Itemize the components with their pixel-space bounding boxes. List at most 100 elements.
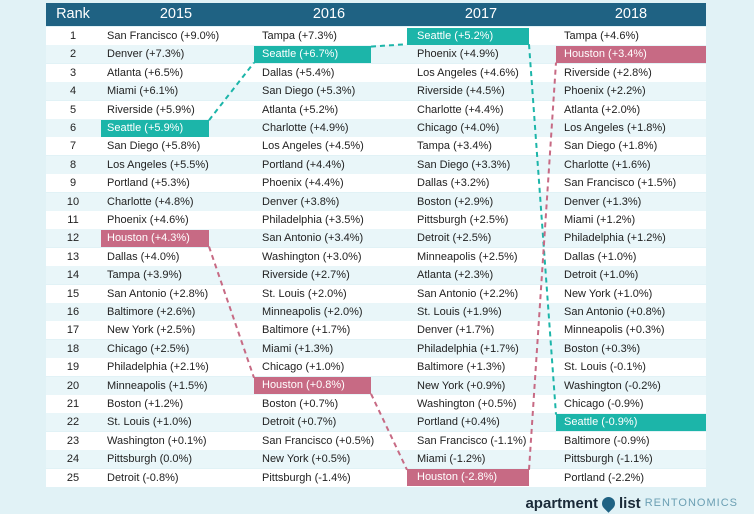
city-cell-2016: Portland (+4.4%): [262, 158, 345, 171]
city-cell-2016: Philadelphia (+3.5%): [262, 214, 364, 226]
rank-cell: 9: [69, 177, 77, 190]
city-cell-2016: San Antonio (+3.4%): [262, 232, 364, 245]
city-cell-2015: Phoenix (+4.6%): [107, 214, 189, 226]
connector-houston: [528, 62, 557, 470]
city-cell-2018: Los Angeles (+1.8%): [564, 122, 666, 134]
city-cell-2018: Riverside (+2.8%): [564, 66, 652, 79]
rank-cell: 24: [66, 453, 80, 466]
highlight-houston-2016: Houston (+0.8%): [254, 377, 371, 395]
city-cell-2017: Atlanta (+2.3%): [417, 269, 494, 282]
highlight-seattle-2016: Seattle (+6.7%): [254, 45, 371, 63]
map-pin-icon: [599, 493, 618, 513]
city-cell-2017: Portland (+0.4%): [417, 416, 500, 429]
city-cell-2018: Detroit (+1.0%): [564, 269, 639, 282]
city-cell-2015: Chicago (+2.5%): [107, 342, 190, 355]
city-cell-2018: San Francisco (+1.5%): [564, 177, 677, 190]
table-row: [46, 413, 706, 432]
city-cell-2015: Denver (+7.3%): [107, 48, 185, 61]
city-cell-2018: Boston (+0.3%): [564, 342, 641, 355]
city-cell-2016: New York (+0.5%): [262, 453, 351, 466]
rank-cell: 11: [67, 214, 79, 226]
city-cell-2015: Riverside (+5.9%): [107, 103, 195, 116]
city-cell-2018: Tampa (+4.6%): [564, 30, 639, 42]
rank-cell: 17: [66, 324, 80, 337]
city-cell-2017: San Diego (+3.3%): [417, 158, 511, 171]
table-row: [46, 358, 706, 377]
city-cell-2015: Baltimore (+2.6%): [107, 306, 196, 318]
city-cell-2018: Philadelphia (+1.2%): [564, 232, 666, 245]
city-cell-2018: Minneapolis (+0.3%): [564, 324, 665, 337]
connector-seattle: [208, 61, 255, 121]
city-cell-2017: San Antonio (+2.2%): [417, 287, 519, 300]
city-cell-2016: Phoenix (+4.4%): [262, 177, 344, 190]
city-cell-2016: Chicago (+1.0%): [262, 361, 345, 374]
city-cell-2015: Los Angeles (+5.5%): [107, 158, 209, 171]
city-cell-2017: Philadelphia (+1.7%): [417, 342, 519, 355]
city-cell-2015: Boston (+1.2%): [107, 398, 184, 410]
city-cell-2016: Tampa (+7.3%): [262, 30, 337, 42]
city-cell-2017: Los Angeles (+4.6%): [417, 66, 519, 79]
city-cell-2018: Charlotte (+1.6%): [564, 158, 651, 171]
city-cell-2018: New York (+1.0%): [564, 287, 653, 300]
city-cell-2018: Washington (-0.2%): [564, 379, 661, 392]
table-row: [46, 303, 706, 321]
city-cell-2016: Baltimore (+1.7%): [262, 324, 351, 337]
city-cell-2018: Dallas (+1.0%): [564, 250, 637, 263]
rank-cell: 21: [66, 398, 80, 410]
city-cell-2016: Charlotte (+4.9%): [262, 122, 349, 134]
year-2018-header: 2018: [614, 6, 648, 22]
table-row: [46, 82, 706, 101]
city-cell-2017: Washington (+0.5%): [417, 398, 517, 410]
city-cell-2017: Tampa (+3.4%): [417, 140, 492, 153]
table-row: [46, 174, 706, 193]
highlight-houston-2017: Houston (-2.8%): [407, 469, 529, 487]
year-2015-header: 2015: [159, 6, 193, 22]
city-cell-2018: San Diego (+1.8%): [564, 140, 658, 153]
connector-seattle: [528, 44, 557, 415]
rank-cell: 4: [69, 85, 77, 98]
city-cell-2016: Boston (+0.7%): [262, 398, 339, 410]
rank-cell: 10: [66, 195, 80, 208]
city-cell-2016: Los Angeles (+4.5%): [262, 140, 364, 153]
city-cell-2015: San Francisco (+9.0%): [107, 30, 220, 42]
table-row: [46, 27, 706, 45]
city-cell-2017: Phoenix (+4.9%): [417, 48, 499, 61]
table-row: [46, 63, 706, 82]
connector-houston: [208, 246, 255, 379]
brand-logo: apartment list RENTONOMICS: [525, 493, 738, 513]
table-row: [46, 155, 706, 174]
rank-cell: 23: [66, 434, 80, 447]
table-row: [46, 339, 706, 358]
city-cell-2016: Detroit (+0.7%): [262, 416, 337, 429]
connector-houston: [370, 393, 408, 471]
table-row: [46, 247, 706, 266]
table-row: [46, 468, 706, 487]
table-row: [46, 45, 706, 64]
table-row: [46, 119, 706, 137]
city-cell-2018: San Antonio (+0.8%): [564, 306, 666, 318]
city-cell-2016: St. Louis (+2.0%): [262, 287, 347, 300]
city-cell-2015: Washington (+0.1%): [107, 434, 207, 447]
city-cell-2015: St. Louis (+1.0%): [107, 416, 192, 429]
city-cell-2017: Minneapolis (+2.5%): [417, 250, 518, 263]
city-cell-2016: Atlanta (+5.2%): [262, 103, 339, 116]
table-row: [46, 229, 706, 248]
highlight-seattle-2015: Seattle (+5.9%): [101, 119, 209, 137]
city-cell-2017: St. Louis (+1.9%): [417, 306, 502, 318]
city-cell-2017: Detroit (+2.5%): [417, 232, 492, 245]
rank-cell: 16: [66, 306, 80, 318]
rank-column-header: Rank: [56, 6, 90, 22]
rank-cell: 2: [69, 48, 77, 61]
city-cell-2018: Chicago (-0.9%): [564, 398, 644, 410]
city-cell-2017: Riverside (+4.5%): [417, 85, 505, 98]
city-cell-2017: Boston (+2.9%): [417, 195, 494, 208]
table-row: [46, 321, 706, 340]
rank-cell: 13: [66, 250, 80, 263]
city-cell-2016: San Francisco (+0.5%): [262, 434, 375, 447]
rank-cell: 18: [66, 342, 80, 355]
rank-cell: 19: [66, 361, 80, 374]
highlight-seattle-2017: Seattle (+5.2%): [407, 27, 529, 45]
city-cell-2017: Miami (-1.2%): [417, 453, 486, 466]
city-cell-2017: Pittsburgh (+2.5%): [417, 214, 509, 226]
